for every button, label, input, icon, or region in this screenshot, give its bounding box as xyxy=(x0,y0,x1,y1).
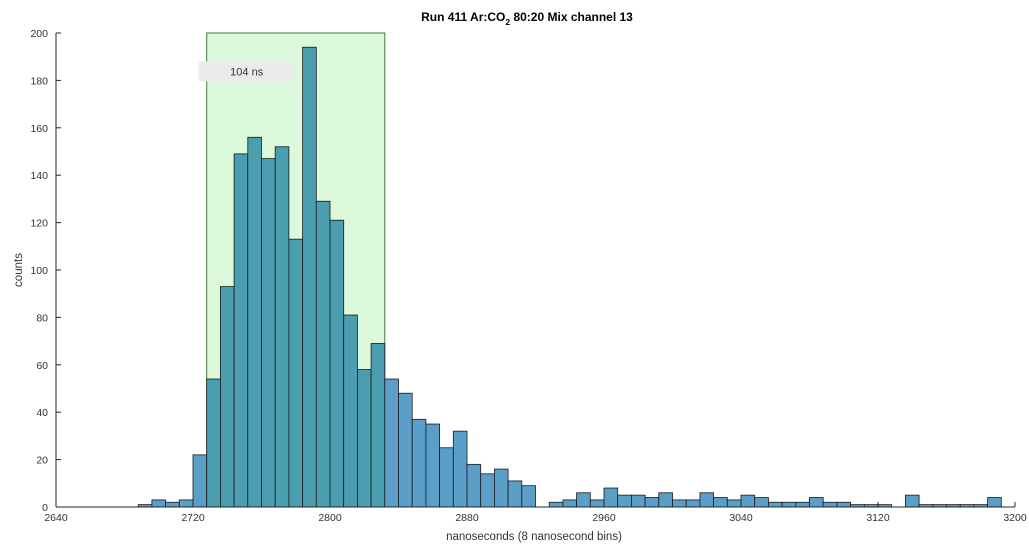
histogram-bar xyxy=(905,494,920,508)
y-tick-label: 60 xyxy=(36,360,48,372)
y-tick-label: 20 xyxy=(36,455,48,467)
ticks-layer: 2640 2720 2800 2880 2960 3040 3120 3200 0 20 40 60 8… xyxy=(30,28,1026,524)
axes-layer xyxy=(55,33,1015,508)
chart-title-part-1: Run 411 Ar:CO xyxy=(421,10,505,24)
x-axis-label: nanoseconds (8 nanosecond bins) xyxy=(446,531,622,543)
histogram-bar xyxy=(726,499,742,508)
x-tick-label: 3040 xyxy=(729,512,753,524)
histogram-bar xyxy=(452,430,468,508)
histogram-bar xyxy=(411,418,427,508)
x-tick-label: 3120 xyxy=(866,512,890,524)
histogram-bar xyxy=(274,146,290,508)
y-tick-label: 180 xyxy=(30,75,48,87)
histogram-bar xyxy=(384,378,399,508)
histogram-bar xyxy=(247,136,262,508)
histogram-bar xyxy=(699,492,715,508)
histogram-bar xyxy=(302,46,317,508)
histogram-bar xyxy=(261,158,276,508)
histogram-bar xyxy=(192,454,208,508)
histogram-bar xyxy=(672,499,687,508)
histogram-bar xyxy=(178,499,194,508)
histogram-bar xyxy=(740,494,756,508)
histogram-bar xyxy=(631,494,646,508)
x-tick-label: 2880 xyxy=(455,512,479,524)
histogram-bar xyxy=(617,494,632,508)
histogram-bar xyxy=(562,499,578,508)
x-tick-label: 2720 xyxy=(181,512,205,524)
histogram-bar xyxy=(603,487,619,508)
histogram-bar xyxy=(795,501,810,508)
histogram-bar xyxy=(589,499,605,508)
histogram-bar xyxy=(398,392,413,508)
y-tick-label: 160 xyxy=(30,123,48,135)
histogram-bar xyxy=(425,423,440,508)
y-tick-label: 0 xyxy=(42,502,48,514)
histogram-bar xyxy=(356,369,372,508)
histogram-bar xyxy=(836,501,852,508)
chart-title: Run 411 Ar:CO2 80:20 Mix channel 13 xyxy=(421,10,633,27)
histogram-bar xyxy=(466,463,482,508)
histogram-bar xyxy=(439,447,454,508)
x-tick-label: 2960 xyxy=(592,512,616,524)
window-annotation-box xyxy=(198,61,295,82)
histogram-bar xyxy=(809,497,824,508)
y-tick-label: 80 xyxy=(36,312,48,324)
y-tick-label: 100 xyxy=(30,265,48,277)
histogram-bar xyxy=(987,497,1002,508)
histogram-bar xyxy=(233,153,249,508)
histogram-bar xyxy=(658,492,673,508)
histogram-bar xyxy=(548,501,564,508)
x-tick-label: 2800 xyxy=(318,512,342,524)
histogram-bar xyxy=(480,473,495,508)
histogram-bar xyxy=(343,314,358,508)
histogram-bar xyxy=(685,499,701,508)
histogram-bar xyxy=(151,499,166,508)
histogram-bar xyxy=(219,286,235,508)
chart-title-part-2: 80:20 Mix channel 13 xyxy=(510,10,633,24)
histogram-bar xyxy=(370,343,386,508)
y-tick-label: 200 xyxy=(30,28,48,40)
histogram-bar xyxy=(644,497,660,508)
y-tick-label: 40 xyxy=(36,407,48,419)
histogram-bar xyxy=(315,200,331,508)
histogram-bar xyxy=(754,497,769,508)
histogram-bar xyxy=(768,501,783,508)
chart-title-subscript: 2 xyxy=(505,17,510,27)
histogram-bar xyxy=(713,497,728,508)
histogram-bar xyxy=(329,219,345,508)
annotation-layer: 104 ns xyxy=(198,61,295,82)
histogram-bar xyxy=(165,501,180,508)
x-tick-label: 2640 xyxy=(44,512,68,524)
x-tick-label: 3200 xyxy=(1003,512,1027,524)
y-tick-label: 140 xyxy=(30,170,48,182)
histogram-bar xyxy=(493,468,509,508)
y-tick-label: 120 xyxy=(30,218,48,230)
histogram-bar xyxy=(781,501,797,508)
histogram-bar xyxy=(206,378,221,508)
histogram-bar xyxy=(822,501,838,508)
window-annotation-label: 104 ns xyxy=(230,66,264,78)
histogram-bar xyxy=(288,238,303,508)
histogram-bar xyxy=(576,492,591,508)
y-axis-label: counts xyxy=(13,253,25,287)
histogram-bar xyxy=(521,485,536,508)
histogram-bar xyxy=(507,480,523,508)
